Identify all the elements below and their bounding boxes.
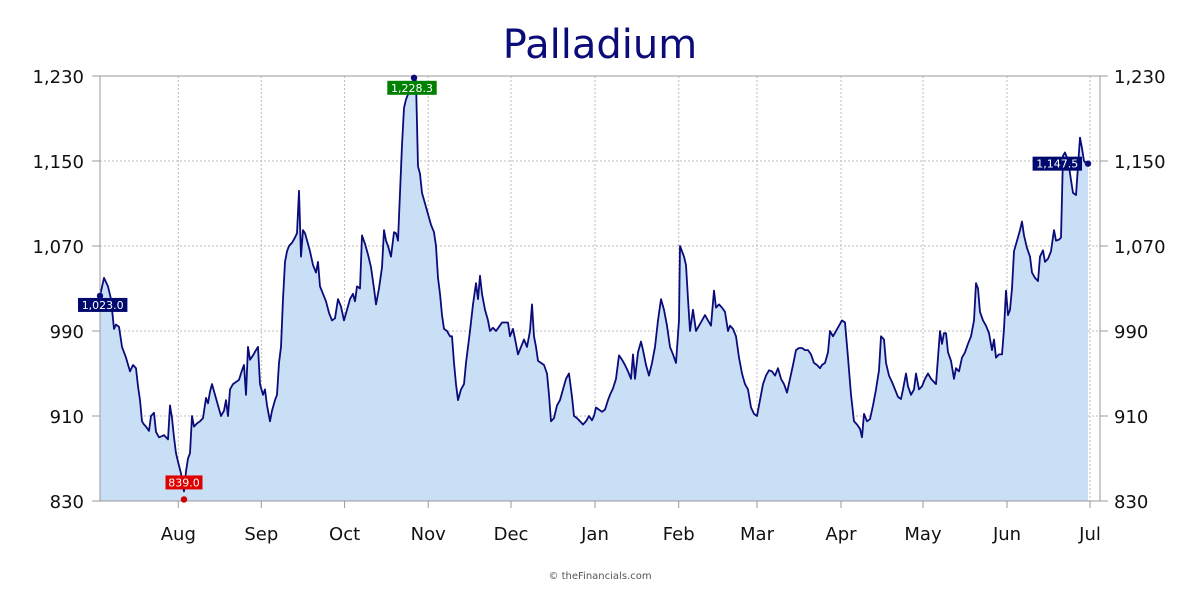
y-tick-label-right: 1,070 (1114, 237, 1166, 258)
x-tick-label-apr: Apr (825, 524, 857, 545)
x-tick-label-mar: Mar (740, 524, 775, 545)
y-tick-label-right: 830 (1114, 492, 1148, 513)
flag-box-low (165, 475, 203, 490)
flag-label-first: 1,023.0 (82, 299, 124, 312)
plot-frame (99, 75, 1101, 502)
y-tick-label-left: 1,230 (32, 67, 84, 88)
y-tick-label-left: 910 (50, 407, 84, 428)
y-tick-label-left: 1,070 (32, 237, 84, 258)
x-tick-label-jun: Jun (992, 524, 1021, 545)
x-tick-label-sep: Sep (244, 524, 278, 545)
y-axis-left: 830 910 990 1,070 1,150 1,230 (32, 67, 100, 513)
price-area-fill (100, 76, 1088, 501)
chart-title: Palladium (503, 22, 697, 68)
price-flags: 1,023.0 839.0 1,228.3 1,147.5 (78, 74, 1092, 503)
y-tick-label-left: 990 (50, 322, 84, 343)
flag-box-last (1032, 156, 1082, 171)
flag-label-last: 1,147.5 (1036, 158, 1078, 171)
x-tick-label-jul: Jul (1078, 524, 1101, 545)
flag-point-low (180, 496, 188, 503)
grid (100, 76, 1100, 501)
price-line (99, 75, 1089, 493)
flag-box-high (387, 80, 437, 95)
flag-label-high: 1,228.3 (391, 82, 433, 95)
y-tick-label-right: 910 (1114, 407, 1148, 428)
x-tick-label-aug: Aug (161, 524, 196, 545)
y-axis-right: 830 910 990 1,070 1,150 1,230 (1100, 67, 1166, 513)
x-tick-label-jan: Jan (580, 524, 609, 545)
plot-border (99, 75, 1101, 502)
x-tick-label-nov: Nov (411, 524, 446, 545)
x-tick-label-oct: Oct (329, 524, 360, 545)
x-tick-label-dec: Dec (494, 524, 529, 545)
flag-point-high (410, 74, 418, 82)
flag-label-low: 839.0 (168, 476, 200, 489)
y-tick-label-left: 1,150 (32, 152, 84, 173)
y-tick-label-right: 1,230 (1114, 67, 1166, 88)
flag-box-first (78, 297, 128, 312)
flag-point-last (1084, 160, 1092, 167)
y-tick-label-right: 990 (1114, 322, 1148, 343)
credit-text: © theFinancials.com (548, 571, 651, 582)
x-tick-label-may: May (904, 524, 942, 545)
y-tick-label-right: 1,150 (1114, 152, 1166, 173)
x-axis: Aug Sep Oct Nov Dec Jan Feb Mar Apr May Jun Jul (161, 501, 1101, 545)
y-tick-label-left: 830 (50, 492, 84, 513)
flag-point-first (96, 292, 104, 300)
x-tick-label-feb: Feb (663, 524, 695, 545)
